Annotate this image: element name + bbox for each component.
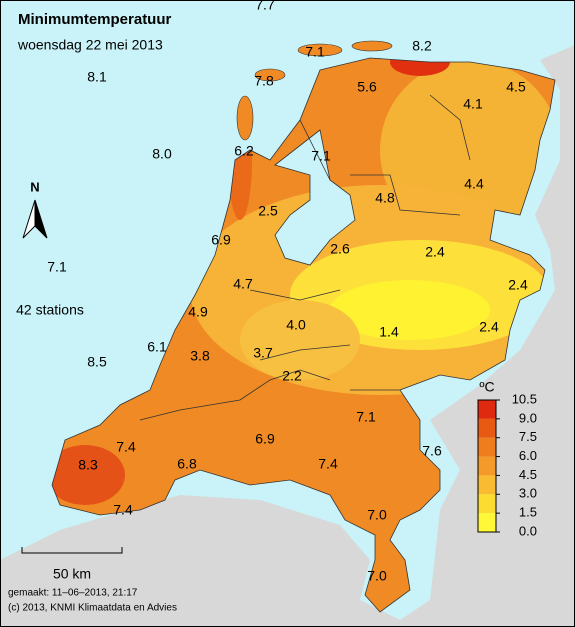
legend-swatch (478, 418, 496, 438)
station-value: 7.6 (422, 443, 442, 459)
station-value: 7.0 (367, 568, 387, 584)
station-value: 6.8 (177, 456, 197, 472)
subtitle: woensdag 22 mei 2013 (17, 37, 163, 53)
station-value: 8.0 (152, 146, 172, 162)
station-labels: 7.7 8.2 7.1 8.1 7.8 5.6 4.5 4.1 8.0 6.2 7.1 4.4 4.8 2… (47, 0, 528, 584)
station-value: 3.7 (253, 345, 273, 361)
scale-label: 50 km (53, 566, 91, 582)
legend-frame (477, 399, 497, 533)
station-value: 2.5 (258, 203, 278, 219)
station-value: 7.1 (305, 44, 325, 60)
legend-unit: ºC (479, 379, 494, 395)
station-value: 6.9 (255, 431, 275, 447)
legend-tick-label: 4.5 (519, 467, 537, 482)
station-value: 2.2 (282, 368, 302, 384)
station-value: 7.4 (318, 456, 338, 472)
station-value: 7.7 (255, 0, 275, 13)
station-value: 4.9 (188, 304, 208, 320)
island (351, 40, 393, 52)
station-value: 2.4 (425, 244, 445, 260)
legend-tick-label: 3.0 (519, 486, 537, 501)
island (254, 68, 286, 82)
field (240, 300, 360, 380)
field (390, 58, 450, 76)
legend-swatch (478, 456, 496, 476)
island (297, 43, 343, 57)
north-arrow (34, 199, 48, 239)
station-value: 4.7 (233, 276, 253, 292)
station-value: 7.1 (311, 148, 331, 164)
station-value: 4.8 (375, 190, 395, 206)
station-value: 8.2 (412, 38, 432, 54)
scale-bar (21, 547, 123, 554)
legend-swatch (478, 400, 496, 419)
title: Minimumtemperatuur (18, 11, 172, 28)
station-count: 42 stations (16, 302, 84, 318)
field (330, 280, 490, 340)
station-value: 7.0 (367, 507, 387, 523)
neighbouring-land (0, 45, 575, 627)
station-value: 7.4 (113, 502, 133, 518)
legend-tick-label: 1.5 (519, 505, 537, 520)
station-value: 6.2 (234, 143, 254, 159)
station-value: 7.4 (116, 439, 136, 455)
station-value: 4.1 (463, 96, 483, 112)
station-value: 8.3 (78, 457, 98, 473)
station-value: 6.1 (147, 339, 167, 355)
province-border (139, 94, 471, 421)
station-value: 1.4 (379, 324, 399, 340)
station-value: 2.4 (479, 319, 499, 335)
station-value: 3.8 (190, 348, 210, 364)
station-value: 4.4 (464, 176, 484, 192)
station-value: 4.5 (506, 79, 526, 95)
legend-tick-label: 6.0 (519, 448, 537, 463)
station-value: 4.0 (286, 317, 306, 333)
footer: gemaakt: 11–06–2013, 21:17 (8, 588, 138, 599)
legend-swatch (478, 513, 496, 532)
station-value: 2.4 (508, 277, 528, 293)
station-value: 7.8 (254, 73, 274, 89)
legend-swatch (478, 494, 496, 514)
station-value: 7.1 (356, 409, 376, 425)
legend-tick-label: 10.5 (512, 391, 537, 406)
station-value: 6.9 (211, 232, 231, 248)
legend-tick-label: 0.0 (519, 523, 537, 538)
legend-swatch (478, 437, 496, 457)
legend-swatch (478, 475, 496, 495)
north-label: N (30, 179, 39, 194)
legend-tick-label: 9.0 (519, 410, 537, 425)
station-value: 8.5 (87, 354, 107, 370)
station-value: 8.1 (87, 69, 107, 85)
legend: 10.5 9.0 7.5 6.0 4.5 3.0 1.5 0.0 (477, 391, 537, 538)
footer: (c) 2013, KNMI Klimaatdata en Advies (8, 603, 177, 614)
field (52, 445, 125, 505)
station-value: 5.6 (357, 79, 377, 95)
station-value: 2.6 (330, 241, 350, 257)
legend-tick-label: 7.5 (519, 429, 537, 444)
station-value: 7.1 (47, 259, 67, 275)
island (236, 95, 254, 141)
